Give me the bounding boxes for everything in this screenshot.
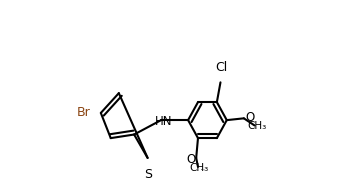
Text: S: S (145, 168, 153, 181)
Text: HN: HN (155, 115, 173, 127)
Text: methyl: methyl (201, 169, 206, 170)
Text: Br: Br (77, 105, 91, 119)
Text: Cl: Cl (215, 61, 227, 74)
Text: CH₃: CH₃ (248, 121, 267, 131)
Text: CH₃: CH₃ (189, 163, 208, 173)
Text: O: O (246, 111, 255, 124)
Text: O: O (186, 153, 195, 166)
